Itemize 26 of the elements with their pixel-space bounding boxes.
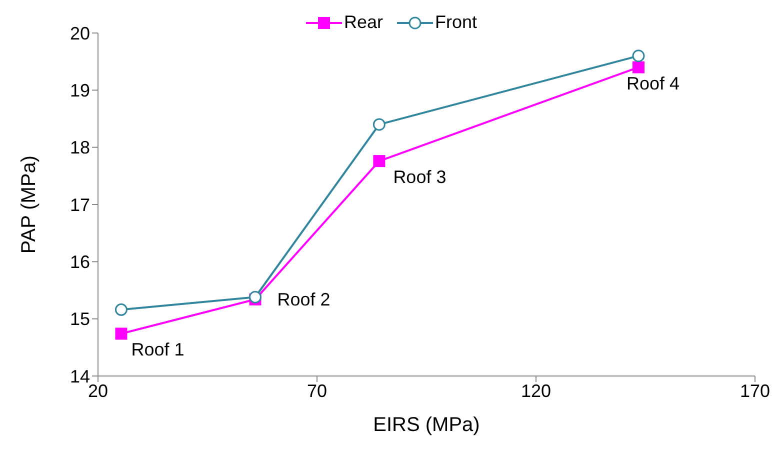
- x-tick-label: 20: [88, 380, 108, 401]
- annotation: Roof 4: [626, 73, 680, 94]
- y-tick-label: 15: [70, 309, 90, 330]
- legend-label: Front: [435, 12, 478, 33]
- annotation: Roof 3: [393, 167, 446, 188]
- y-tick-label: 16: [70, 252, 90, 272]
- point: [372, 118, 386, 131]
- point: [248, 290, 262, 304]
- x-axis-title: EIRS (MPa): [373, 414, 480, 436]
- annotation: Roof 2: [277, 289, 330, 310]
- point: [632, 50, 645, 62]
- point: [632, 61, 644, 74]
- x-tick-label: 70: [306, 380, 328, 401]
- y-tick-label: 14: [70, 366, 90, 386]
- legend-label: Rear: [344, 12, 383, 33]
- y-tick-label: 20: [70, 23, 90, 44]
- y-axis-title: PAP (MPa): [18, 155, 40, 254]
- x-tick-label: 120: [520, 380, 552, 401]
- y-tick-label: 19: [70, 80, 90, 101]
- y-tick-label: 18: [70, 138, 90, 158]
- y-tick-label: 17: [70, 194, 90, 215]
- point: [114, 303, 128, 316]
- annotation: Roof 1: [131, 340, 184, 360]
- x-tick-label: 170: [740, 380, 770, 401]
- point: [373, 155, 386, 168]
- point: [115, 328, 128, 340]
